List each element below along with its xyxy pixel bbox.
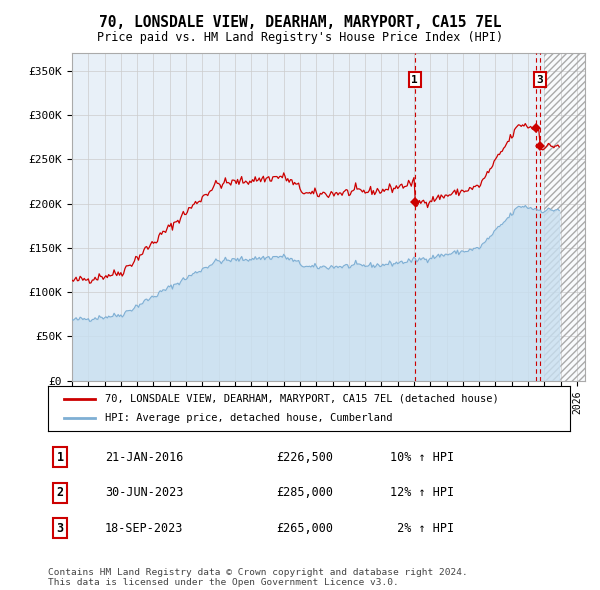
Text: £226,500: £226,500 (276, 451, 333, 464)
Text: 70, LONSDALE VIEW, DEARHAM, MARYPORT, CA15 7EL (detached house): 70, LONSDALE VIEW, DEARHAM, MARYPORT, CA… (106, 394, 499, 404)
Bar (544, 53, 585, 381)
Text: 10% ↑ HPI: 10% ↑ HPI (390, 451, 454, 464)
Text: 70, LONSDALE VIEW, DEARHAM, MARYPORT, CA15 7EL: 70, LONSDALE VIEW, DEARHAM, MARYPORT, CA… (99, 15, 501, 30)
Text: 12% ↑ HPI: 12% ↑ HPI (390, 486, 454, 499)
Text: HPI: Average price, detached house, Cumberland: HPI: Average price, detached house, Cumb… (106, 414, 393, 423)
Text: £285,000: £285,000 (276, 486, 333, 499)
Text: Contains HM Land Registry data © Crown copyright and database right 2024.
This d: Contains HM Land Registry data © Crown c… (48, 568, 468, 587)
Text: 2% ↑ HPI: 2% ↑ HPI (390, 522, 454, 535)
Text: 30-JUN-2023: 30-JUN-2023 (105, 486, 184, 499)
Text: £265,000: £265,000 (276, 522, 333, 535)
Text: 21-JAN-2016: 21-JAN-2016 (105, 451, 184, 464)
Text: 1: 1 (412, 75, 418, 84)
Text: Price paid vs. HM Land Registry's House Price Index (HPI): Price paid vs. HM Land Registry's House … (97, 31, 503, 44)
Bar (544, 53, 585, 381)
Text: 3: 3 (536, 75, 543, 84)
Text: 2: 2 (56, 486, 64, 499)
Text: 1: 1 (56, 451, 64, 464)
Text: 3: 3 (56, 522, 64, 535)
Text: 18-SEP-2023: 18-SEP-2023 (105, 522, 184, 535)
